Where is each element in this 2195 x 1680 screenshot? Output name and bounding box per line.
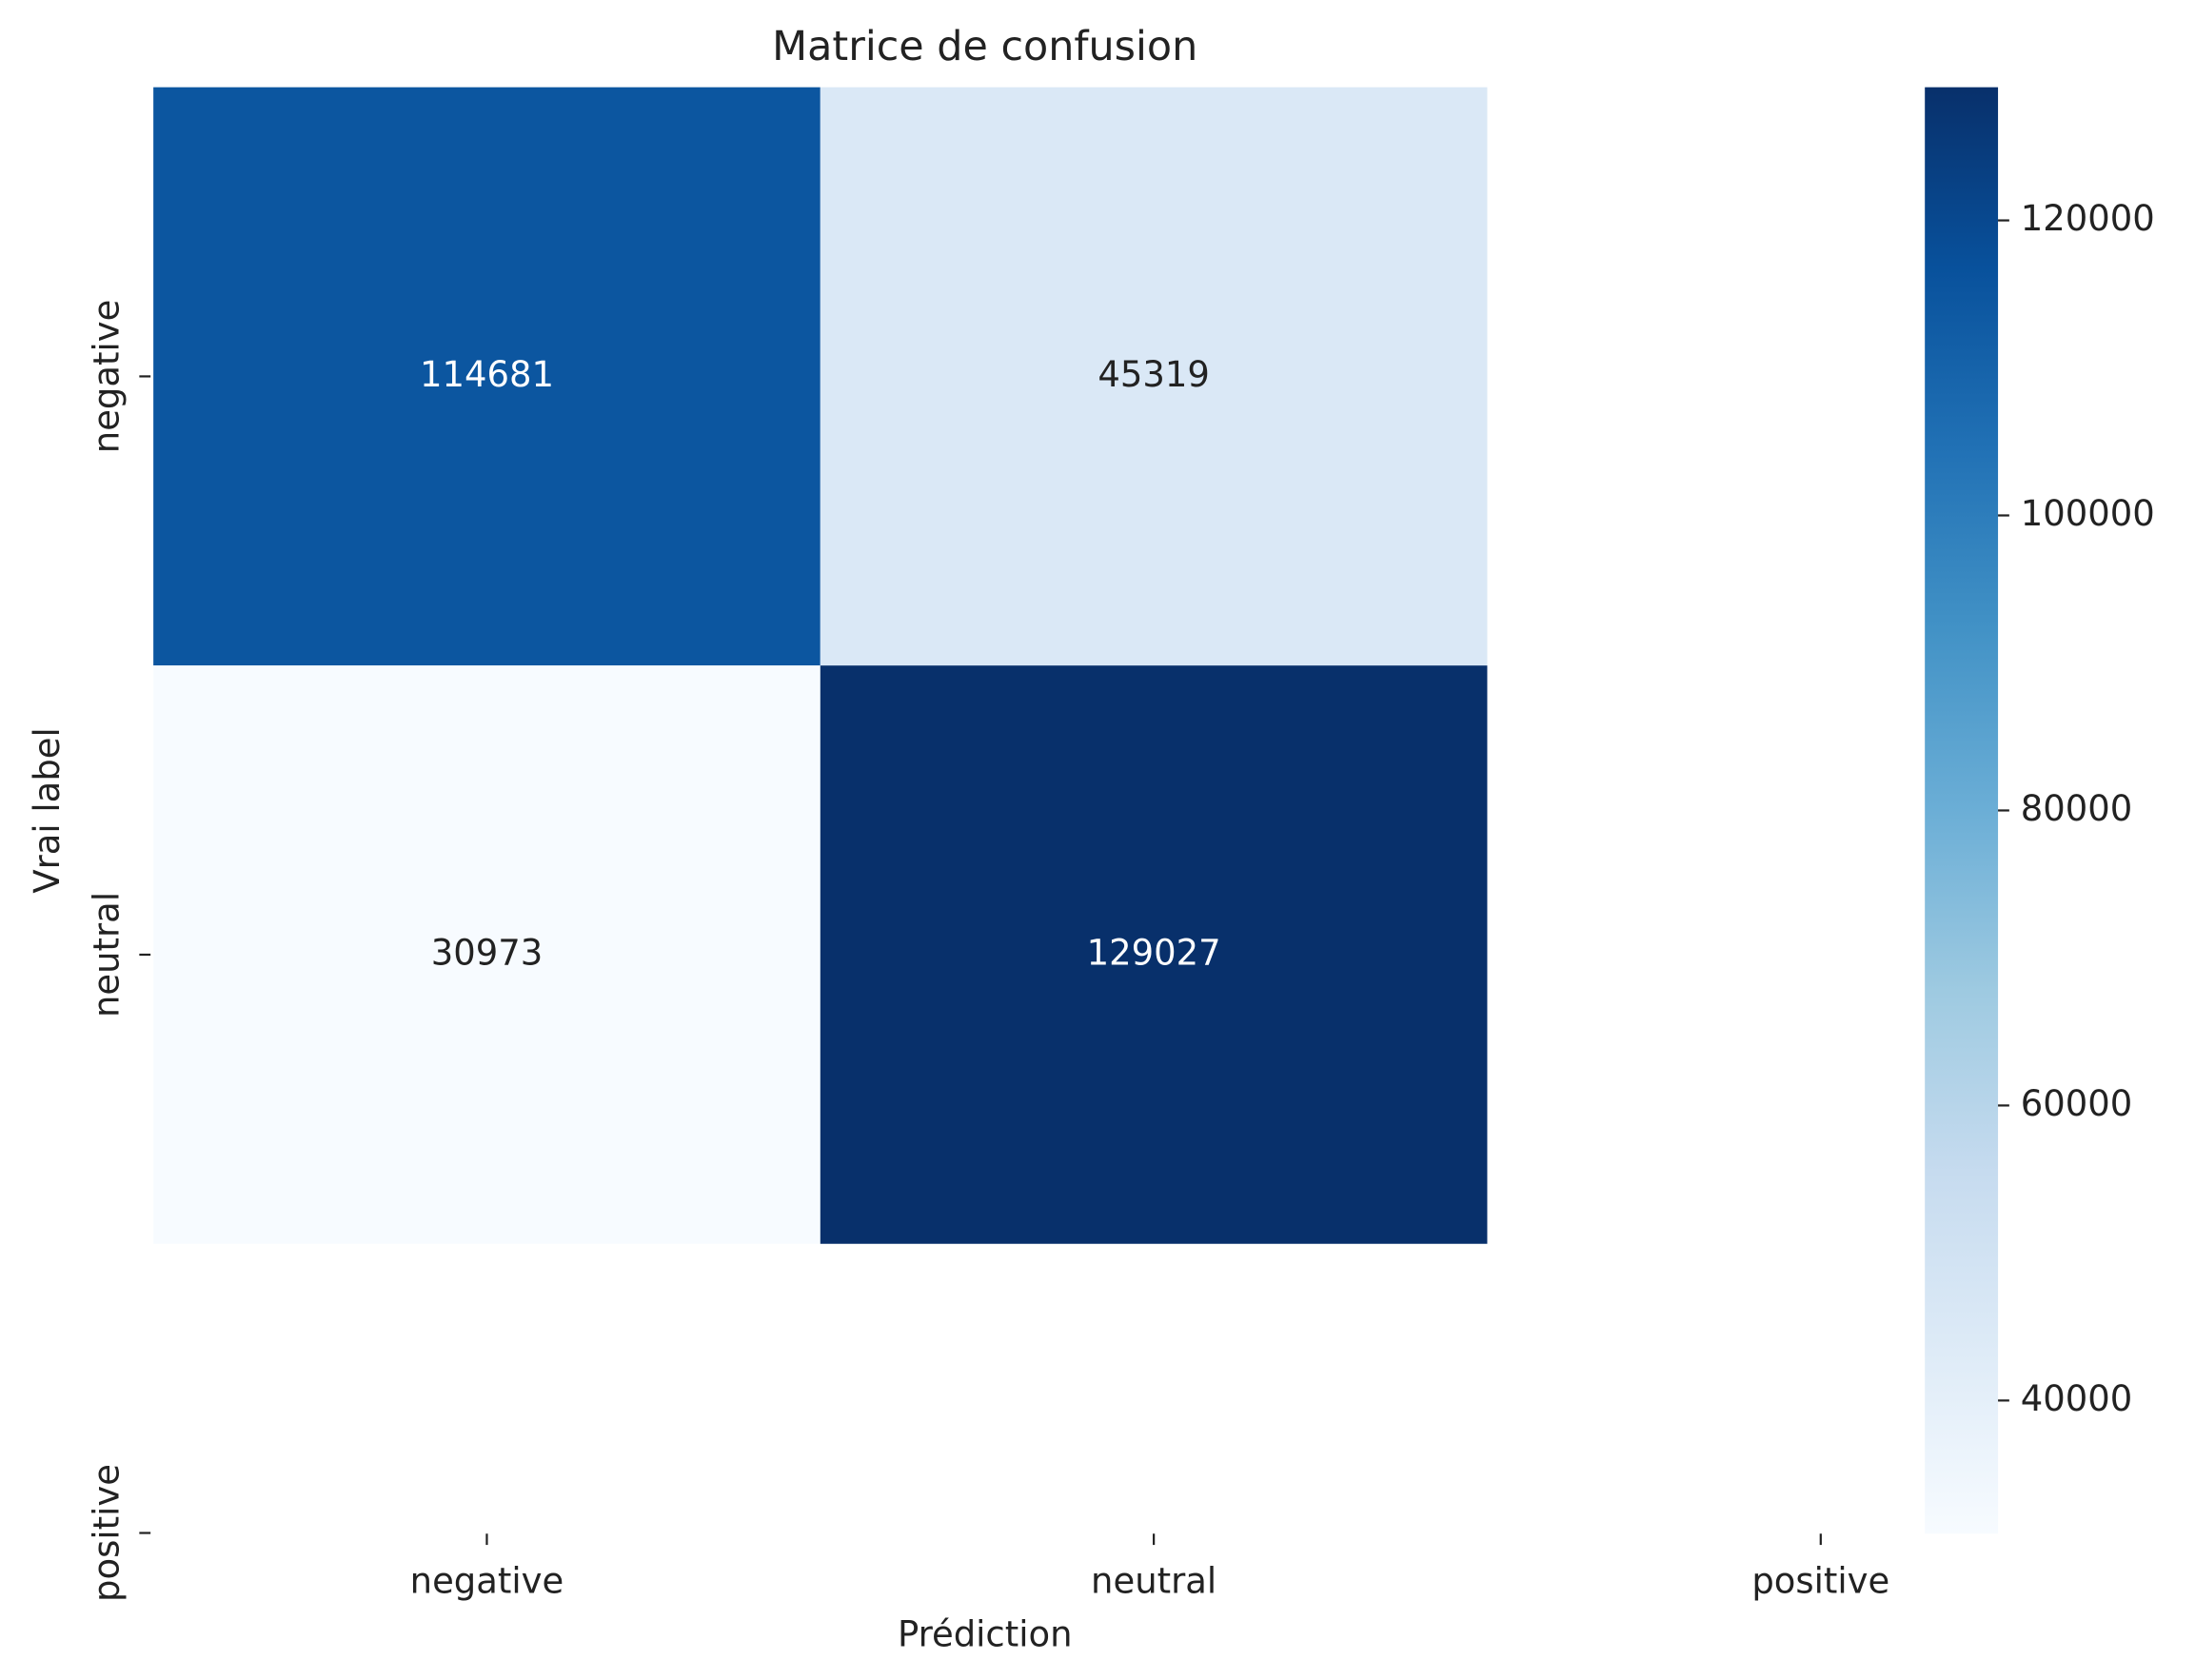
heatmap-cell xyxy=(820,87,1488,666)
heatmap-cell xyxy=(820,665,1488,1244)
heatmap-cell xyxy=(153,665,821,1244)
colorbar-tick-label: 60000 xyxy=(2021,1083,2133,1124)
colorbar xyxy=(1925,87,1999,1534)
cell-label: 114681 xyxy=(420,354,554,395)
colorbar-tick-label: 100000 xyxy=(2021,493,2155,534)
x-tick-label: positive xyxy=(1751,1561,1889,1602)
colorbar-tick-label: 120000 xyxy=(2021,198,2155,239)
cell-label: 45319 xyxy=(1098,354,1210,395)
y-tick-label: positive xyxy=(86,1464,127,1602)
y-tick-label: neutral xyxy=(86,892,127,1018)
cell-label: 30973 xyxy=(431,932,544,973)
colorbar-tick-label: 40000 xyxy=(2021,1378,2133,1419)
colorbar-tick-label: 80000 xyxy=(2021,788,2133,829)
x-axis-label: Prédiction xyxy=(898,1614,1072,1655)
y-tick-label: negative xyxy=(86,300,127,454)
heatmap-cell xyxy=(153,87,821,666)
chart-title: Matrice de confusion xyxy=(772,23,1197,70)
x-tick-label: neutral xyxy=(1091,1561,1216,1602)
x-tick-label: negative xyxy=(410,1561,564,1602)
y-axis-label: Vrai label xyxy=(27,727,68,893)
cell-label: 129027 xyxy=(1087,932,1221,973)
